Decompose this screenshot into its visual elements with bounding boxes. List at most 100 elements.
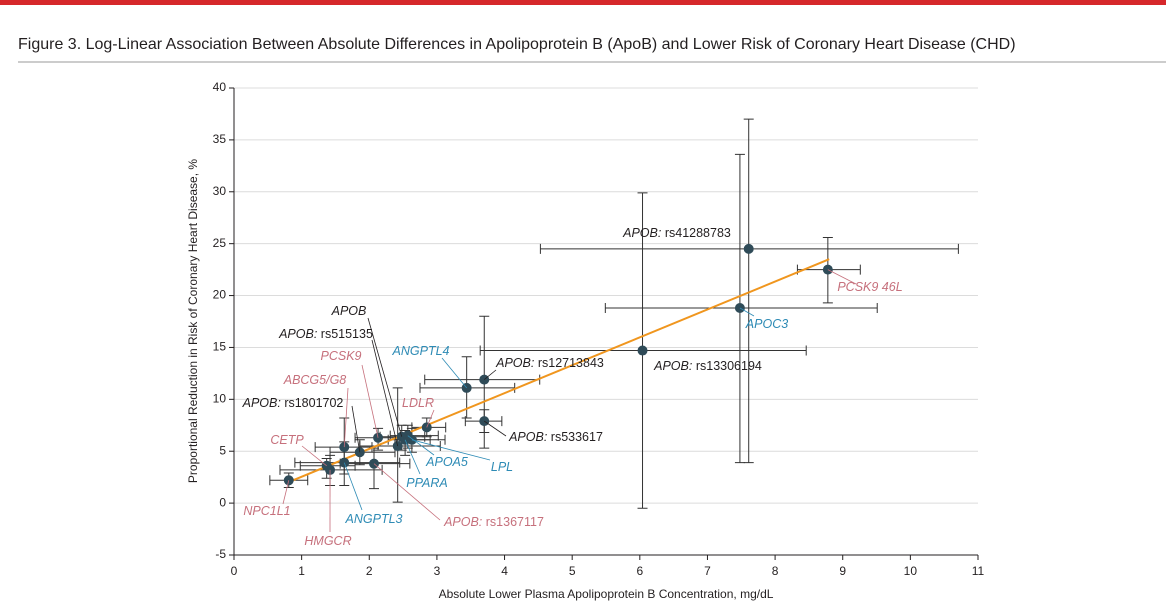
leader-line (441, 357, 467, 389)
grid: -5 0 5 10 15 20 25 30 35 40 0 1 2 3 4 5 6 7 8 9 10 11 (213, 80, 985, 578)
leader-line (411, 439, 491, 461)
x-tick-label: 5 (569, 564, 576, 578)
gene: PPARA (406, 476, 447, 490)
y-tick-label: 20 (213, 288, 227, 302)
point-label: APOB: rs1367117 (443, 515, 544, 529)
variant: rs515135 (321, 327, 373, 341)
gene: APOB: (622, 226, 661, 240)
y-tick-label: 15 (213, 340, 227, 354)
gene: APOB: (653, 359, 692, 373)
leader-line (371, 339, 399, 447)
point-label: APOB: rs533617 (508, 430, 603, 444)
leader-line (404, 439, 421, 475)
x-tick-label: 8 (772, 564, 779, 578)
gene: ABCG5/G8 (283, 373, 347, 387)
gene: APOB: (495, 356, 534, 370)
gene: APOB: (278, 327, 317, 341)
x-tick-label: 11 (972, 564, 985, 578)
y-tick-label: 35 (213, 132, 227, 146)
gene: HMGCR (304, 534, 351, 548)
leader-line (407, 435, 435, 456)
gene: APOA5 (425, 455, 468, 469)
point-label: HMGCR (304, 534, 351, 548)
gene: NPC1L1 (243, 504, 290, 518)
leader-line (827, 269, 857, 285)
variant: rs1801702 (284, 396, 343, 410)
point-label: APOC3 (745, 317, 788, 331)
gene: ANGPTL4 (392, 344, 450, 358)
y-tick-label: 5 (219, 443, 226, 457)
point-label: APOB: rs12713843 (495, 356, 604, 370)
y-tick-label: 30 (213, 184, 227, 198)
x-tick-label: 9 (839, 564, 846, 578)
leader-line (739, 307, 755, 317)
gene: APOB: (508, 430, 547, 444)
point-label: PCSK9 (321, 349, 362, 363)
chart-title: Figure 3. Log-Linear Association Between… (18, 36, 1016, 53)
gene: APOB (331, 304, 367, 318)
point-label: ABCG5/G8 (283, 373, 347, 387)
leader-line (367, 317, 403, 437)
x-tick-label: 6 (636, 564, 643, 578)
point-label: PCSK9 46L (837, 280, 902, 294)
gene: PCSK9 (321, 349, 362, 363)
point-label: LPL (491, 460, 513, 474)
point-label: LDLR (402, 396, 434, 410)
x-tick-label: 4 (501, 564, 508, 578)
variant: rs1367117 (486, 515, 544, 529)
variant: rs12713843 (538, 356, 604, 370)
gene: APOB: (443, 515, 482, 529)
x-tick-label: 10 (904, 564, 918, 578)
fit-line (287, 258, 830, 484)
y-tick-label: -5 (215, 547, 226, 561)
x-tick-label: 0 (231, 564, 238, 578)
x-axis-label: Absolute Lower Plasma Apolipoprotein B C… (439, 587, 774, 601)
x-tick-label: 7 (704, 564, 711, 578)
point-label: PPARA (406, 476, 447, 490)
x-tick-label: 2 (366, 564, 373, 578)
gene: ANGPTL3 (345, 512, 403, 526)
point-label: ANGPTL4 (392, 344, 450, 358)
gene: APOB: (242, 396, 281, 410)
point-label: CETP (270, 433, 304, 447)
point-label: APOB: rs515135 (278, 327, 373, 341)
top-bar (0, 0, 1166, 5)
y-tick-label: 10 (213, 392, 227, 406)
point-label: ANGPTL3 (345, 512, 403, 526)
leader-line (351, 405, 361, 453)
leader-line (343, 462, 363, 511)
y-axis-label: Proportional Reduction in Risk of Corona… (186, 159, 200, 483)
point-label: NPC1L1 (243, 504, 290, 518)
y-tick-label: 25 (213, 236, 227, 250)
gene: APOC3 (745, 317, 788, 331)
y-error-bar (743, 118, 754, 464)
point-label: APOB (331, 304, 367, 318)
point (743, 243, 754, 254)
variant: rs13306194 (696, 359, 762, 373)
leader-line (373, 463, 441, 521)
gene: CETP (270, 433, 304, 447)
point (637, 345, 648, 356)
marks (269, 118, 959, 509)
gene: LPL (491, 460, 513, 474)
variant: rs533617 (551, 430, 603, 444)
leader-line (484, 369, 497, 380)
y-tick-label: 0 (219, 495, 226, 509)
x-tick-label: 3 (434, 564, 441, 578)
leader-line (301, 445, 327, 467)
gene: PCSK9 46L (837, 280, 902, 294)
x-tick-label: 1 (298, 564, 305, 578)
leader-line (282, 480, 290, 505)
gene: LDLR (402, 396, 434, 410)
point-label: APOA5 (425, 455, 468, 469)
leader-line (343, 387, 349, 448)
y-tick-label: 40 (213, 80, 227, 94)
leader-line (426, 409, 435, 428)
point-label: APOB: rs41288783 (622, 226, 731, 240)
leader-line (361, 364, 379, 438)
variant: rs41288783 (665, 226, 731, 240)
leader-line (484, 420, 507, 437)
point-label: APOB: rs13306194 (653, 359, 762, 373)
